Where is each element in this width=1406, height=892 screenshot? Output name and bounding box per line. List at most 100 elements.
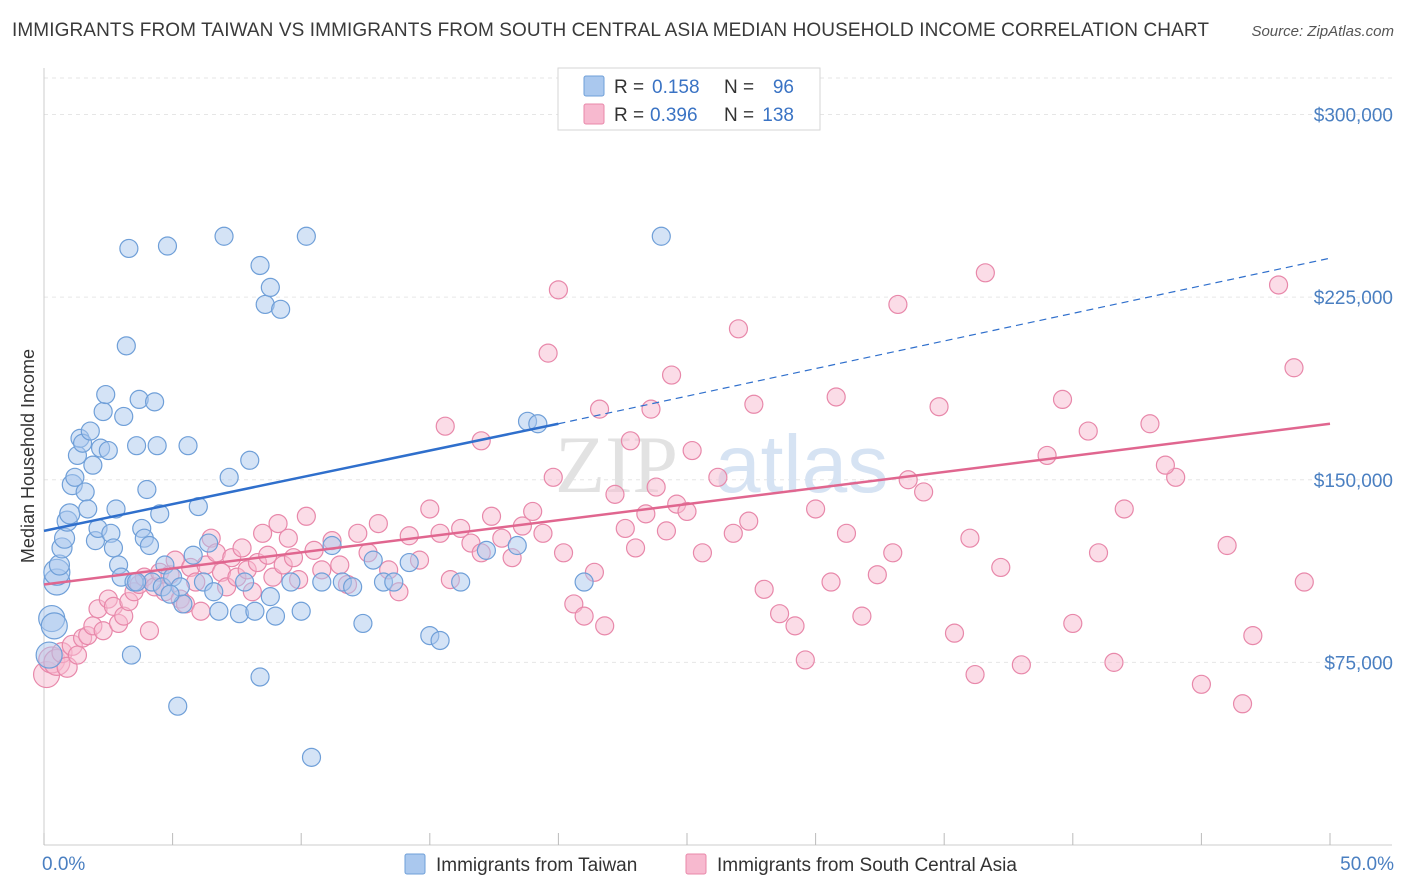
taiwan-point-68 xyxy=(265,606,286,626)
sca-point-20 xyxy=(139,621,160,641)
sca-point-134 xyxy=(1232,694,1253,714)
taiwan-point-70 xyxy=(281,572,301,592)
taiwan-point-43 xyxy=(147,436,167,456)
taiwan-point-30 xyxy=(114,406,134,427)
taiwan-point-94 xyxy=(160,584,180,604)
sca-point-101 xyxy=(867,565,887,585)
legend-n-value-taiwan: 96 xyxy=(773,77,794,98)
trend-lines xyxy=(43,257,1331,586)
sca-point-63 xyxy=(420,499,440,519)
taiwan-point-31 xyxy=(116,336,136,356)
taiwan-point-42 xyxy=(144,392,165,412)
sca-point-112 xyxy=(1063,613,1083,634)
sca-point-138 xyxy=(435,416,455,436)
sca-point-94 xyxy=(769,604,790,624)
sca-point-104 xyxy=(914,482,934,502)
y-tick-labels: $75,000 $150,000 $225,000 $300,000 xyxy=(1314,106,1393,675)
taiwan-point-49 xyxy=(168,696,188,716)
sca-point-61 xyxy=(399,526,419,546)
sca-point-30 xyxy=(191,601,211,621)
sca-point-93 xyxy=(754,579,774,599)
taiwan-point-63 xyxy=(250,255,270,276)
sca-point-44 xyxy=(263,567,283,587)
sca-point-97 xyxy=(805,499,826,519)
sca-point-50 xyxy=(296,506,316,526)
x-tick-label-max: 50.0% xyxy=(1340,854,1394,875)
sca-point-81 xyxy=(605,484,625,504)
sca-point-121 xyxy=(1294,572,1314,592)
sca-point-105 xyxy=(929,397,949,417)
sca-point-102 xyxy=(883,543,903,563)
sca-point-85 xyxy=(646,477,666,497)
taiwan-point-66 xyxy=(250,667,270,687)
sca-point-123 xyxy=(589,399,610,419)
sca-point-124 xyxy=(620,431,641,451)
legend-r-value-sca: 0.396 xyxy=(650,105,698,126)
sca-point-89 xyxy=(692,543,713,563)
series-legend: Immigrants from Taiwan Immigrants from S… xyxy=(404,853,1017,876)
taiwan-point-81 xyxy=(399,552,419,573)
sca-point-70 xyxy=(492,528,512,548)
legend-n-label-sca: N = xyxy=(724,105,754,126)
legend-r-value-taiwan: 0.158 xyxy=(652,77,700,98)
sca-point-103 xyxy=(898,470,918,490)
series-legend-swatch-sca xyxy=(685,853,707,875)
taiwan-point-88 xyxy=(476,540,496,560)
sca-point-75 xyxy=(543,467,563,487)
taiwan-point-15 xyxy=(75,482,95,502)
sca-point-83 xyxy=(625,538,646,558)
sca-point-140 xyxy=(728,319,749,339)
taiwan-point-11 xyxy=(65,467,85,487)
sca-point-45 xyxy=(268,513,288,534)
taiwan-point-33 xyxy=(121,645,142,665)
sca-point-114 xyxy=(1114,499,1134,519)
series-legend-swatch-taiwan xyxy=(404,853,426,875)
sca-point-77 xyxy=(564,594,584,614)
sca-point-78 xyxy=(574,606,594,626)
sca-point-69 xyxy=(481,506,502,526)
sca-point-107 xyxy=(960,528,980,548)
sca-point-86 xyxy=(656,521,677,541)
taiwan-point-27 xyxy=(106,499,126,519)
sca-point-116 xyxy=(1166,467,1186,487)
sca-point-136 xyxy=(548,280,569,300)
y-tick-label-2: $225,000 xyxy=(1314,288,1393,309)
taiwan-point-75 xyxy=(322,535,342,556)
legend-r-label-taiwan: R = xyxy=(614,77,644,98)
sca-point-106 xyxy=(944,623,965,643)
taiwan-point-35 xyxy=(126,436,147,456)
source-credit: Source: ZipAtlas.com xyxy=(1251,23,1394,40)
stats-legend: R = 0.158 N = 96 R = 0.396 N = 138 xyxy=(557,67,821,131)
sca-point-128 xyxy=(826,387,846,407)
taiwan-point-17 xyxy=(80,421,100,441)
taiwan-point-44 xyxy=(150,504,170,524)
sca-point-126 xyxy=(682,440,702,461)
sca-point-80 xyxy=(595,616,615,636)
taiwan-point-90 xyxy=(384,572,404,592)
sca-point-133 xyxy=(1155,455,1175,475)
taiwan-point-95 xyxy=(126,572,147,592)
taiwan-point-77 xyxy=(343,577,363,597)
sca-point-125 xyxy=(661,365,682,385)
sca-point-11 xyxy=(93,621,113,641)
taiwan-point-55 xyxy=(199,533,219,553)
sca-point-73 xyxy=(523,501,543,522)
chart-title: IMMIGRANTS FROM TAIWAN VS IMMIGRANTS FRO… xyxy=(12,20,1210,41)
taiwan-point-0 xyxy=(35,641,63,669)
sca-point-111 xyxy=(1037,445,1057,466)
y-axis-label: Median Household Income xyxy=(18,349,38,563)
taiwan-point-91 xyxy=(651,226,671,246)
y-tick-label-1: $150,000 xyxy=(1314,471,1393,492)
sca-point-98 xyxy=(821,572,841,592)
series-legend-label-sca: Immigrants from South Central Asia xyxy=(717,855,1017,876)
sca-point-120 xyxy=(1268,275,1289,295)
x-ticks xyxy=(43,833,1331,845)
taiwan-point-61 xyxy=(240,450,260,470)
trend-line-taiwan xyxy=(43,422,559,533)
taiwan-point-72 xyxy=(296,226,316,246)
series-taiwan-points xyxy=(35,226,671,767)
taiwan-point-26 xyxy=(103,538,124,558)
taiwan-point-47 xyxy=(157,236,178,256)
sca-point-74 xyxy=(533,523,553,543)
taiwan-point-67 xyxy=(260,587,280,607)
